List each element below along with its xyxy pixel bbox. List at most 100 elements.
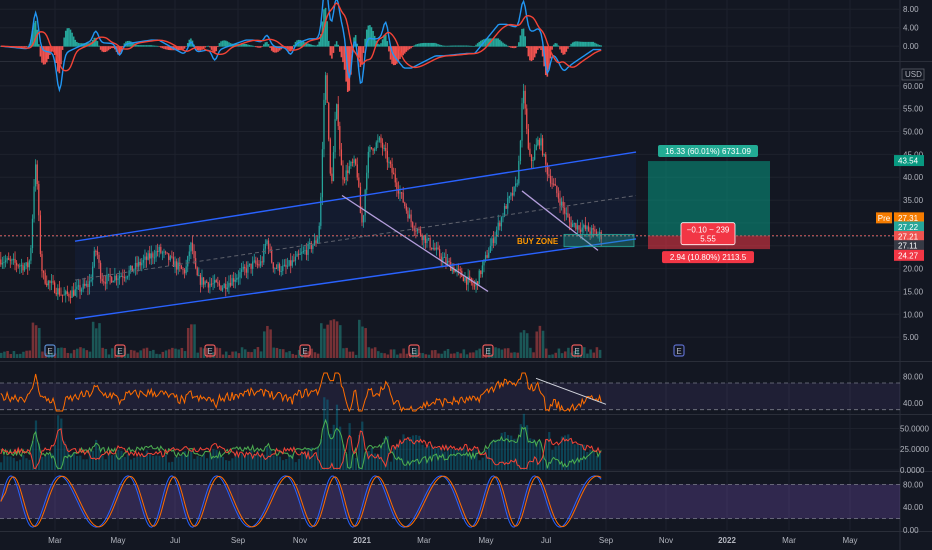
adx-hist-bar xyxy=(120,450,123,470)
macd-hist-bar xyxy=(470,45,473,47)
macd-hist-bar xyxy=(106,46,108,52)
adx-hist-bar xyxy=(579,444,583,470)
candle-body xyxy=(589,231,591,234)
earnings-letter: E xyxy=(117,347,122,356)
volume-bar xyxy=(262,331,266,358)
macd-hist-bar xyxy=(79,43,81,47)
adx-hist-bar xyxy=(551,449,554,470)
earnings-marker[interactable]: E xyxy=(114,344,126,357)
macd-hist-bar xyxy=(532,46,534,60)
macd-hist-bar xyxy=(565,46,568,52)
earnings-letter: E xyxy=(574,347,579,356)
macd-hist-bar xyxy=(212,46,214,53)
candle-body xyxy=(11,259,13,261)
volume-bar xyxy=(158,354,161,358)
macd-panel[interactable] xyxy=(0,0,602,93)
macd-hist-bar xyxy=(137,45,140,47)
candle-body xyxy=(198,275,200,277)
macd-hist-bar xyxy=(221,40,224,47)
macd-hist-bar xyxy=(68,28,70,47)
candle-body xyxy=(462,276,465,282)
price-tag: 27.22 xyxy=(894,221,924,233)
adx-hist-bar xyxy=(250,450,253,470)
adx-hist-bar xyxy=(475,450,478,470)
candle-body xyxy=(215,280,217,283)
macd-hist-bar xyxy=(340,46,343,58)
volume-bar xyxy=(76,348,79,358)
candle-body xyxy=(180,265,183,269)
candle-body xyxy=(190,242,192,252)
earnings-marker[interactable]: E xyxy=(673,344,685,357)
price-panel[interactable] xyxy=(0,71,900,320)
earnings-marker[interactable]: E xyxy=(44,344,56,357)
candle-body xyxy=(510,193,512,197)
macd-hist-bar xyxy=(573,41,576,47)
macd-hist-bar xyxy=(136,44,138,47)
candle-body xyxy=(437,247,439,250)
dmi-panel[interactable] xyxy=(0,397,602,470)
candle-body xyxy=(388,161,390,163)
adx-hist-bar xyxy=(484,449,487,470)
candle-body xyxy=(46,283,48,286)
candle-body xyxy=(451,267,453,271)
volume-bar xyxy=(69,353,73,358)
macd-hist-bar xyxy=(264,42,267,47)
candle-body xyxy=(492,238,495,243)
adx-hist-bar xyxy=(139,456,142,470)
volume-bar xyxy=(465,354,469,358)
volume-bar xyxy=(142,348,146,358)
candle-body xyxy=(489,245,491,253)
adx-hist-bar xyxy=(307,447,310,470)
macd-hist-bar xyxy=(217,46,219,47)
volume-bar xyxy=(167,349,171,358)
price-tag-bg xyxy=(894,212,924,224)
rsi-panel[interactable] xyxy=(0,372,900,413)
earnings-marker[interactable]: E xyxy=(299,344,311,357)
candle-body xyxy=(454,269,457,273)
candle-body xyxy=(267,240,270,249)
earnings-marker[interactable]: E xyxy=(408,344,420,357)
candle-body xyxy=(423,235,425,241)
adx-hist-bar xyxy=(60,418,63,470)
adx-hist-bar xyxy=(472,448,475,470)
adx-hist-bar xyxy=(199,457,202,470)
candle-body xyxy=(271,249,273,263)
adx-hist-bar xyxy=(402,434,405,470)
candle-body xyxy=(168,253,170,260)
candle-body xyxy=(537,139,539,145)
earnings-marker[interactable]: E xyxy=(571,344,583,357)
macd-hist-bar xyxy=(155,45,157,47)
candle-body xyxy=(342,165,344,180)
candle-body xyxy=(515,183,517,187)
candle-body xyxy=(480,270,482,275)
candle-body xyxy=(57,288,59,295)
adx-hist-bar xyxy=(148,452,152,470)
macd-hist-bar xyxy=(597,44,599,47)
candle-body xyxy=(54,282,56,293)
macd-hist-bar xyxy=(247,44,249,47)
adx-hist-bar xyxy=(535,441,538,470)
earnings-marker[interactable]: E xyxy=(204,344,216,357)
earnings-box xyxy=(482,344,494,357)
price-axis[interactable]: 8.00 4.00 0.00 USD 60.00 55.00 50.00 45.00 40.00… xyxy=(876,5,929,535)
macd-hist-bar xyxy=(60,46,62,65)
candle-body xyxy=(229,282,232,286)
price-tag: 24.27 xyxy=(894,249,924,261)
candle-body xyxy=(526,108,528,129)
earnings-marker[interactable]: E xyxy=(482,344,494,357)
volume-bar xyxy=(399,353,402,358)
macd-hist-bar xyxy=(301,40,303,47)
macd-hist-bar xyxy=(198,46,200,51)
macd-hist-bar xyxy=(339,46,341,52)
pre-market-badge xyxy=(876,212,892,224)
time-axis[interactable]: Mar May Jul Sep Nov 2021 Mar May Jul Sep Nov 2022 Ma… xyxy=(48,536,857,545)
stoch-panel[interactable] xyxy=(0,475,900,528)
macd-hist-bar xyxy=(226,41,229,47)
volume-bar xyxy=(253,349,257,358)
volume-bar xyxy=(421,353,424,358)
candle-body xyxy=(275,267,278,269)
adx-hist-bar xyxy=(570,440,573,470)
stoch-axis-tick: 0.00 xyxy=(903,526,919,535)
macd-hist-bar xyxy=(156,45,159,47)
